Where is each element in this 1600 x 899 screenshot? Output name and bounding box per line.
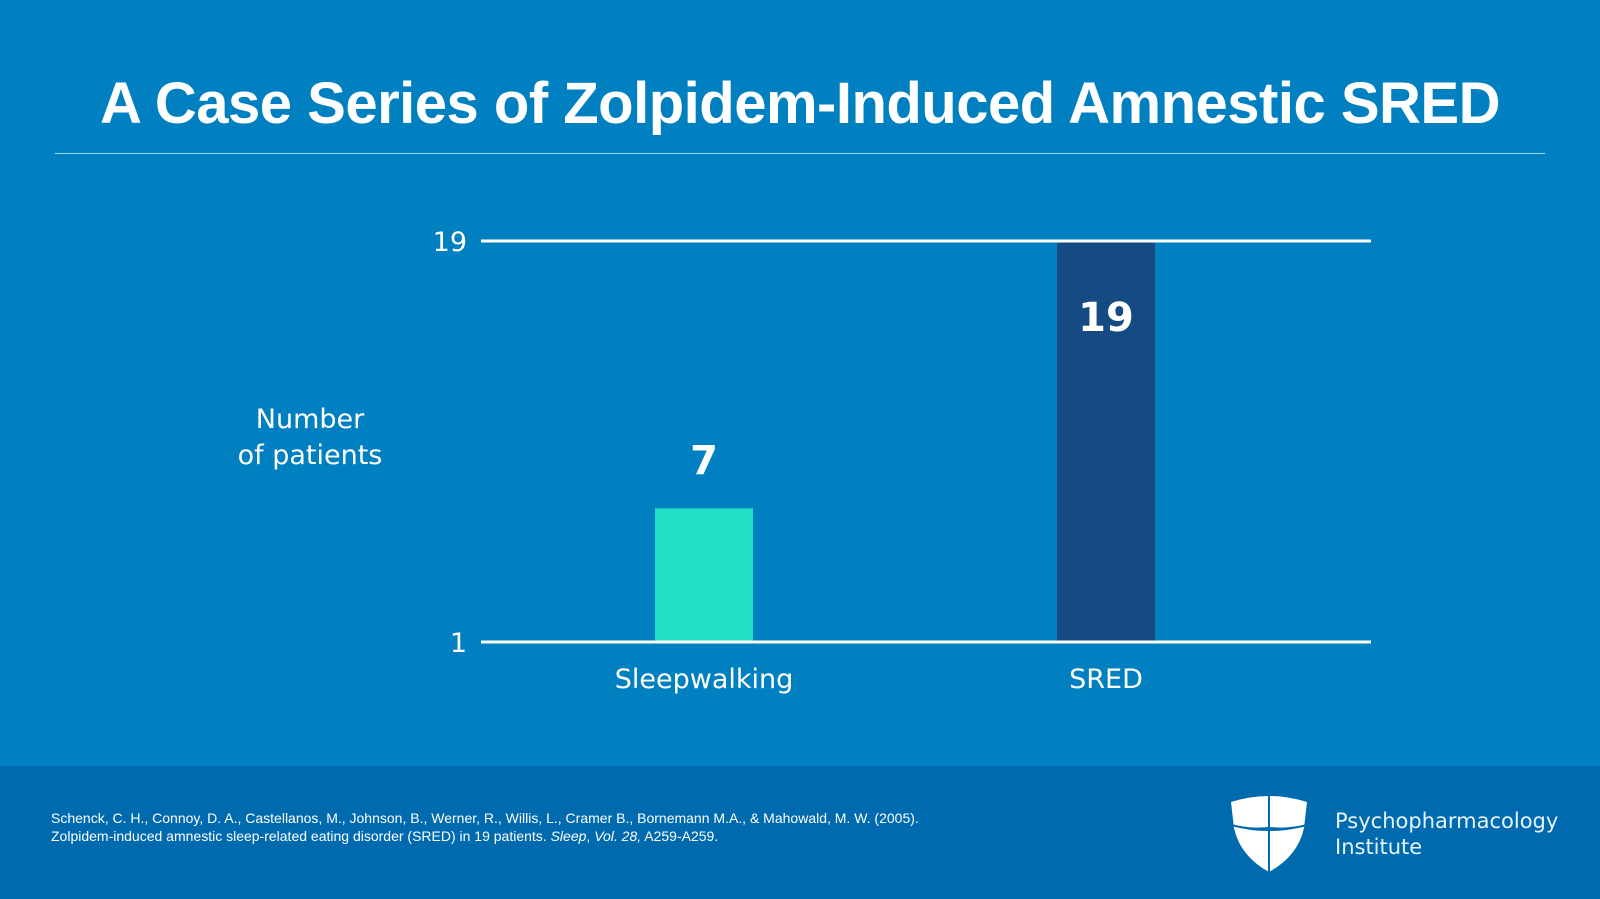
citation-line-2: Zolpidem-induced amnestic sleep-related … bbox=[51, 828, 719, 844]
y-axis-label-line-1: Number bbox=[255, 404, 365, 435]
data-label-sleepwalking: 7 bbox=[690, 438, 718, 484]
shield-cross-icon bbox=[1231, 794, 1307, 872]
citation-volume: Vol. 28, bbox=[594, 828, 642, 844]
x-tick-label-sred: SRED bbox=[1069, 664, 1143, 695]
y-tick-label-1: 1 bbox=[450, 628, 467, 659]
citation: Schenck, C. H., Connoy, D. A., Castellan… bbox=[51, 809, 919, 845]
brand-name: Psychopharmacology Institute bbox=[1335, 808, 1558, 860]
footer: Schenck, C. H., Connoy, D. A., Castellan… bbox=[0, 766, 1600, 899]
slide-title: A Case Series of Zolpidem-Induced Amnest… bbox=[100, 71, 1500, 136]
x-tick-label-sleepwalking: Sleepwalking bbox=[615, 664, 794, 695]
citation-line-1: Schenck, C. H., Connoy, D. A., Castellan… bbox=[51, 810, 919, 826]
y-axis-label: Number of patients bbox=[210, 402, 410, 474]
brand-line-2: Institute bbox=[1335, 835, 1423, 859]
citation-journal: Sleep bbox=[550, 828, 587, 844]
y-tick-label-19: 19 bbox=[433, 227, 467, 258]
title-divider bbox=[55, 153, 1545, 154]
brand-line-1: Psychopharmacology bbox=[1335, 809, 1559, 833]
bar-chart: 7 Sleepwalking 19 SRED 1 19 bbox=[433, 227, 1371, 695]
bar-sleepwalking bbox=[655, 508, 753, 642]
y-axis-label-line-2: of patients bbox=[237, 440, 383, 471]
bar-sred bbox=[1057, 241, 1155, 642]
data-label-sred: 19 bbox=[1078, 295, 1134, 341]
